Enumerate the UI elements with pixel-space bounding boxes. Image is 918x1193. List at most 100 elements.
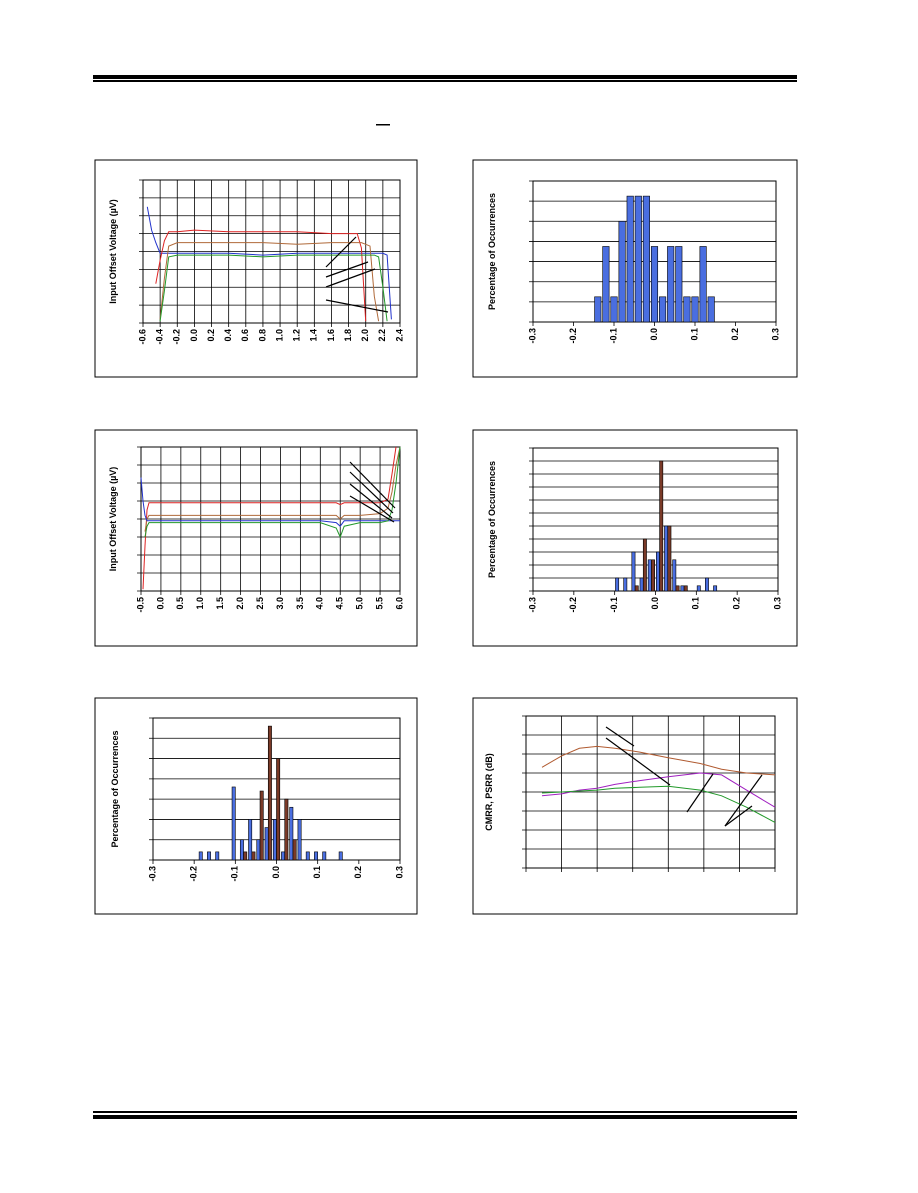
- chart-frame: [94, 159, 418, 378]
- histogram-bar: [699, 246, 707, 323]
- annotation-arrow: [605, 737, 671, 786]
- histogram-bar: [239, 839, 244, 861]
- histogram-bar: [314, 851, 318, 861]
- histogram-bar: [672, 559, 677, 592]
- x-tick-label: 4.5: [335, 597, 345, 610]
- annotation-arrow: [349, 471, 394, 514]
- plot-border: [140, 446, 401, 592]
- x-tick-label: 0.3: [770, 328, 780, 341]
- histogram-bar: [656, 551, 660, 592]
- y-axis-label: Percentage of Occurrences: [110, 730, 120, 847]
- x-tick-label: 0.0: [189, 329, 199, 342]
- chart: -0.5 0.0 0.5 1.0 1.5 2.0 2.5 3.0 3.5 4.0 4.5 5.0 5.5…: [94, 429, 418, 647]
- histogram-bar: [292, 839, 297, 861]
- histogram-bar: [696, 585, 701, 592]
- x-tick-label: 1.0: [195, 597, 205, 610]
- annotation-arrow: [325, 268, 376, 288]
- x-tick-label: 0.6: [240, 329, 250, 342]
- histogram-bar: [256, 839, 261, 861]
- chart-frame: [472, 429, 798, 647]
- annotation-arrow: [349, 483, 393, 519]
- x-tick-label: 1.8: [343, 329, 353, 342]
- footer-rule: [93, 1115, 797, 1119]
- x-tick-label: 2.2: [377, 329, 387, 342]
- charts: -0.6 -0.4 -0.2 0.0 0.2 0.4 0.6 0.8 1.0 1.2 1.4 1.6 1…: [94, 159, 798, 915]
- chart: -0.3 -0.2 -0.1 0.0 0.1 0.2 0.3 Percentage of Oc…: [472, 429, 798, 647]
- histogram-bar: [667, 525, 672, 592]
- annotation-arrow: [349, 495, 395, 523]
- series-line: [159, 254, 388, 322]
- x-tick-label: 0.2: [730, 328, 740, 341]
- histogram-bar: [198, 851, 203, 861]
- x-tick-label: -0.3: [527, 597, 537, 613]
- x-tick-label: -0.5: [135, 597, 145, 613]
- annotation-arrow: [724, 774, 763, 827]
- histogram-bar: [276, 758, 281, 861]
- chart-frame: [472, 697, 798, 915]
- annotation-arrow: [325, 261, 369, 278]
- histogram-bar: [251, 851, 256, 861]
- histogram-bar: [691, 296, 699, 323]
- x-tick-label: 3.5: [295, 597, 305, 610]
- histogram-bar: [602, 246, 610, 323]
- annotation-arrow: [349, 461, 396, 509]
- x-tick-label: 2.0: [360, 329, 370, 342]
- histogram-bar: [639, 577, 644, 592]
- x-tick-label: -0.1: [609, 597, 619, 613]
- x-tick-label: 2.4: [394, 329, 404, 342]
- y-axis-label: CMRR, PSRR (dB): [484, 753, 494, 831]
- histogram-bar: [297, 819, 302, 861]
- annotations: [325, 236, 763, 827]
- x-tick-label: 0.2: [206, 329, 216, 342]
- histogram-bar: [659, 296, 667, 323]
- histogram-bar: [207, 851, 211, 861]
- histogram-bar: [647, 559, 652, 592]
- histogram-bar: [289, 806, 294, 861]
- x-tick-label: 0.0: [650, 597, 660, 610]
- x-tick-label: 1.2: [292, 329, 302, 342]
- x-tick-label: 0.2: [732, 597, 742, 610]
- histogram-bar: [664, 525, 669, 592]
- x-tick-label: 0.5: [175, 597, 185, 610]
- chart-frame: [94, 697, 418, 915]
- x-tick-label: 1.4: [309, 329, 319, 342]
- histogram-bar: [284, 798, 289, 861]
- x-tick-label: 6.0: [394, 597, 404, 610]
- plot-border: [142, 179, 401, 324]
- histogram-bar: [642, 195, 650, 323]
- histogram-bar: [631, 551, 636, 592]
- histogram-bar: [667, 246, 675, 323]
- x-tick-label: 0.4: [223, 329, 233, 342]
- x-tick-label: 0.3: [394, 866, 404, 879]
- y-axis-label: Input Offset Voltage (µV): [108, 467, 118, 572]
- x-tick-label: 0.0: [155, 597, 165, 610]
- y-axis-label: Input Offset Voltage (µV): [108, 199, 118, 304]
- x-tick-label: 1.5: [215, 597, 225, 610]
- histogram-bar: [322, 851, 327, 861]
- x-tick-label: 1.6: [326, 329, 336, 342]
- histogram-bar: [675, 246, 683, 323]
- x-tick-label: 0.1: [312, 866, 322, 879]
- x-tick-label: 4.0: [315, 597, 325, 610]
- histogram-bar: [267, 725, 272, 861]
- histogram-bar: [680, 585, 685, 592]
- annotation-arrow: [325, 236, 357, 268]
- chart-frame: [94, 429, 418, 647]
- annotation-arrow: [325, 299, 389, 313]
- histogram-bar: [338, 851, 343, 861]
- histogram-bar: [683, 585, 688, 592]
- series-line: [155, 229, 367, 322]
- plot-border: [525, 715, 776, 869]
- x-tick-label: 2.5: [255, 597, 265, 610]
- series-line: [144, 446, 401, 532]
- x-tick-label: 2.0: [235, 597, 245, 610]
- series-line: [541, 745, 776, 776]
- histogram-bar: [264, 827, 269, 861]
- x-tick-label: -0.4: [155, 329, 165, 345]
- x-tick-label: 0.0: [271, 866, 281, 879]
- y-axis-label: Percentage of Occurrences: [487, 461, 497, 578]
- histogram-bar: [650, 246, 659, 323]
- x-tick-label: 0.1: [691, 597, 701, 610]
- chart: -0.3 -0.2 -0.1 0.0 0.1 0.2 0.3 Percentage of Oc…: [472, 159, 798, 378]
